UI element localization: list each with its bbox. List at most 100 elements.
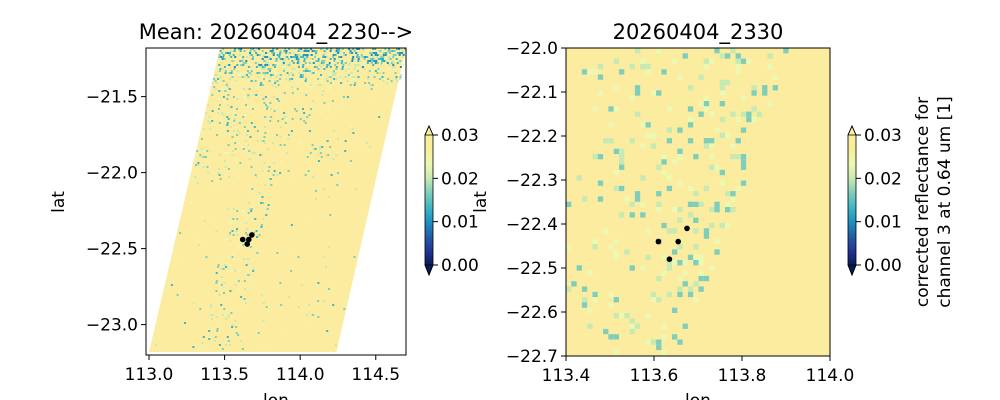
- left-heatmap-cell: [351, 128, 353, 130]
- left-heatmap-cell: [263, 68, 265, 70]
- left-heatmap-cell: [229, 88, 231, 90]
- left-heatmap-cell: [231, 344, 233, 346]
- left-heatmap-cell: [320, 152, 322, 154]
- left-heatmap-cell: [217, 328, 219, 330]
- right-colorbar-ticks: 0.000.010.020.03: [856, 126, 902, 276]
- left-heatmap-cell: [222, 56, 224, 58]
- right-heatmap-cell: [714, 165, 719, 170]
- right-heatmap-cell: [661, 69, 666, 74]
- right-heatmap-cell: [587, 69, 592, 74]
- left-heatmap-cell: [299, 54, 301, 56]
- left-heatmap-cell: [231, 154, 233, 156]
- left-heatmap-cell: [233, 54, 235, 56]
- left-heatmap-cell: [379, 72, 381, 74]
- left-heatmap-cell: [398, 56, 400, 58]
- left-heatmap-cell: [245, 96, 247, 98]
- right-heatmap-cell: [646, 313, 651, 318]
- left-heatmap-cell: [230, 312, 232, 314]
- right-heatmap-cell: [582, 302, 587, 307]
- left-heatmap-cell: [287, 140, 289, 142]
- colorbar-tick-label: 0.01: [441, 213, 479, 233]
- left-heatmap-cell: [294, 50, 296, 52]
- left-heatmap-cell: [332, 82, 334, 84]
- right-heatmap-cell: [683, 324, 688, 329]
- left-heatmap-cell: [242, 116, 244, 118]
- left-heatmap-cell: [212, 158, 214, 160]
- left-heatmap-cell: [294, 108, 296, 110]
- left-heatmap-cell: [372, 64, 374, 66]
- left-heatmap-cell: [315, 52, 317, 54]
- left-heatmap-cell: [293, 52, 295, 54]
- left-heatmap-cell: [227, 130, 229, 132]
- left-heatmap-cell: [298, 144, 300, 146]
- left-heatmap-cell: [292, 50, 294, 52]
- left-heatmap-cell: [363, 62, 365, 64]
- left-heatmap-cell: [377, 62, 379, 64]
- right-heatmap-cell: [582, 212, 587, 217]
- left-heatmap-cell: [375, 60, 377, 62]
- left-heatmap-cell: [284, 116, 286, 118]
- left-heatmap-cell: [311, 54, 313, 56]
- left-heatmap-cell: [225, 344, 227, 346]
- left-heatmap-cell: [245, 72, 247, 74]
- right-heatmap-cell: [736, 53, 741, 58]
- left-heatmap-cell: [302, 64, 304, 66]
- left-heatmap-cell: [395, 54, 397, 56]
- right-heatmap-cell: [667, 228, 672, 233]
- left-heatmap-cell: [358, 64, 360, 66]
- left-heatmap-cell: [347, 68, 349, 70]
- right-heatmap-cell: [651, 340, 656, 345]
- left-heatmap-cell: [220, 50, 222, 52]
- left-heatmap-cell: [400, 74, 402, 76]
- left-heatmap-cell: [233, 112, 235, 114]
- right-heatmap-cell: [656, 165, 661, 170]
- left-heatmap-cell: [343, 96, 345, 98]
- left-heatmap-cell: [343, 52, 345, 54]
- left-heatmap-cell: [304, 50, 306, 52]
- left-heatmap-cell: [330, 76, 332, 78]
- right-heatmap-cell: [730, 59, 735, 64]
- right-heatmap-cell: [593, 244, 598, 249]
- left-heatmap-cell: [223, 282, 225, 284]
- left-heatmap-cell: [387, 80, 389, 82]
- left-heatmap-cell: [249, 54, 251, 56]
- left-heatmap-cell: [330, 58, 332, 60]
- left-heatmap-cell: [209, 166, 211, 168]
- left-heatmap-cell: [328, 64, 330, 66]
- left-heatmap-cell: [284, 56, 286, 58]
- right-heatmap-cell: [656, 297, 661, 302]
- left-heatmap-cell: [306, 90, 308, 92]
- left-heatmap-cell: [286, 50, 288, 52]
- left-heatmap-cell: [351, 52, 353, 54]
- left-heatmap-cell: [368, 98, 370, 100]
- left-heatmap-cell: [227, 70, 229, 72]
- right-heatmap-cell: [651, 297, 656, 302]
- left-heatmap-cell: [225, 166, 227, 168]
- left-heatmap-cell: [278, 74, 280, 76]
- left-heatmap-cell: [241, 146, 243, 148]
- left-heatmap-cell: [242, 210, 244, 212]
- left-heatmap-cell: [246, 134, 248, 136]
- left-heatmap-cell: [274, 82, 276, 84]
- left-heatmap-cell: [371, 54, 373, 56]
- left-heatmap-cell: [231, 62, 233, 64]
- left-heatmap-cell: [304, 56, 306, 58]
- left-heatmap-cell: [199, 234, 201, 236]
- left-heatmap-cell: [380, 56, 382, 58]
- left-heatmap-cell: [336, 66, 338, 68]
- left-heatmap-cell: [201, 342, 203, 344]
- left-heatmap-cell: [325, 266, 327, 268]
- right-heatmap-cell: [651, 292, 656, 297]
- left-heatmap-cell: [382, 58, 384, 60]
- left-heatmap-cell: [224, 66, 226, 68]
- left-heatmap-cell: [329, 214, 331, 216]
- left-heatmap-cell: [277, 174, 279, 176]
- right-heatmap-cell: [709, 223, 714, 228]
- right-heatmap-cell: [598, 154, 603, 159]
- left-heatmap-cell: [228, 256, 230, 258]
- right-heatmap-cell: [646, 64, 651, 69]
- left-heatmap-cell: [245, 302, 247, 304]
- left-heatmap-cell: [383, 54, 385, 56]
- right-heatmap-cell: [571, 281, 576, 286]
- left-heatmap-cell: [261, 68, 263, 70]
